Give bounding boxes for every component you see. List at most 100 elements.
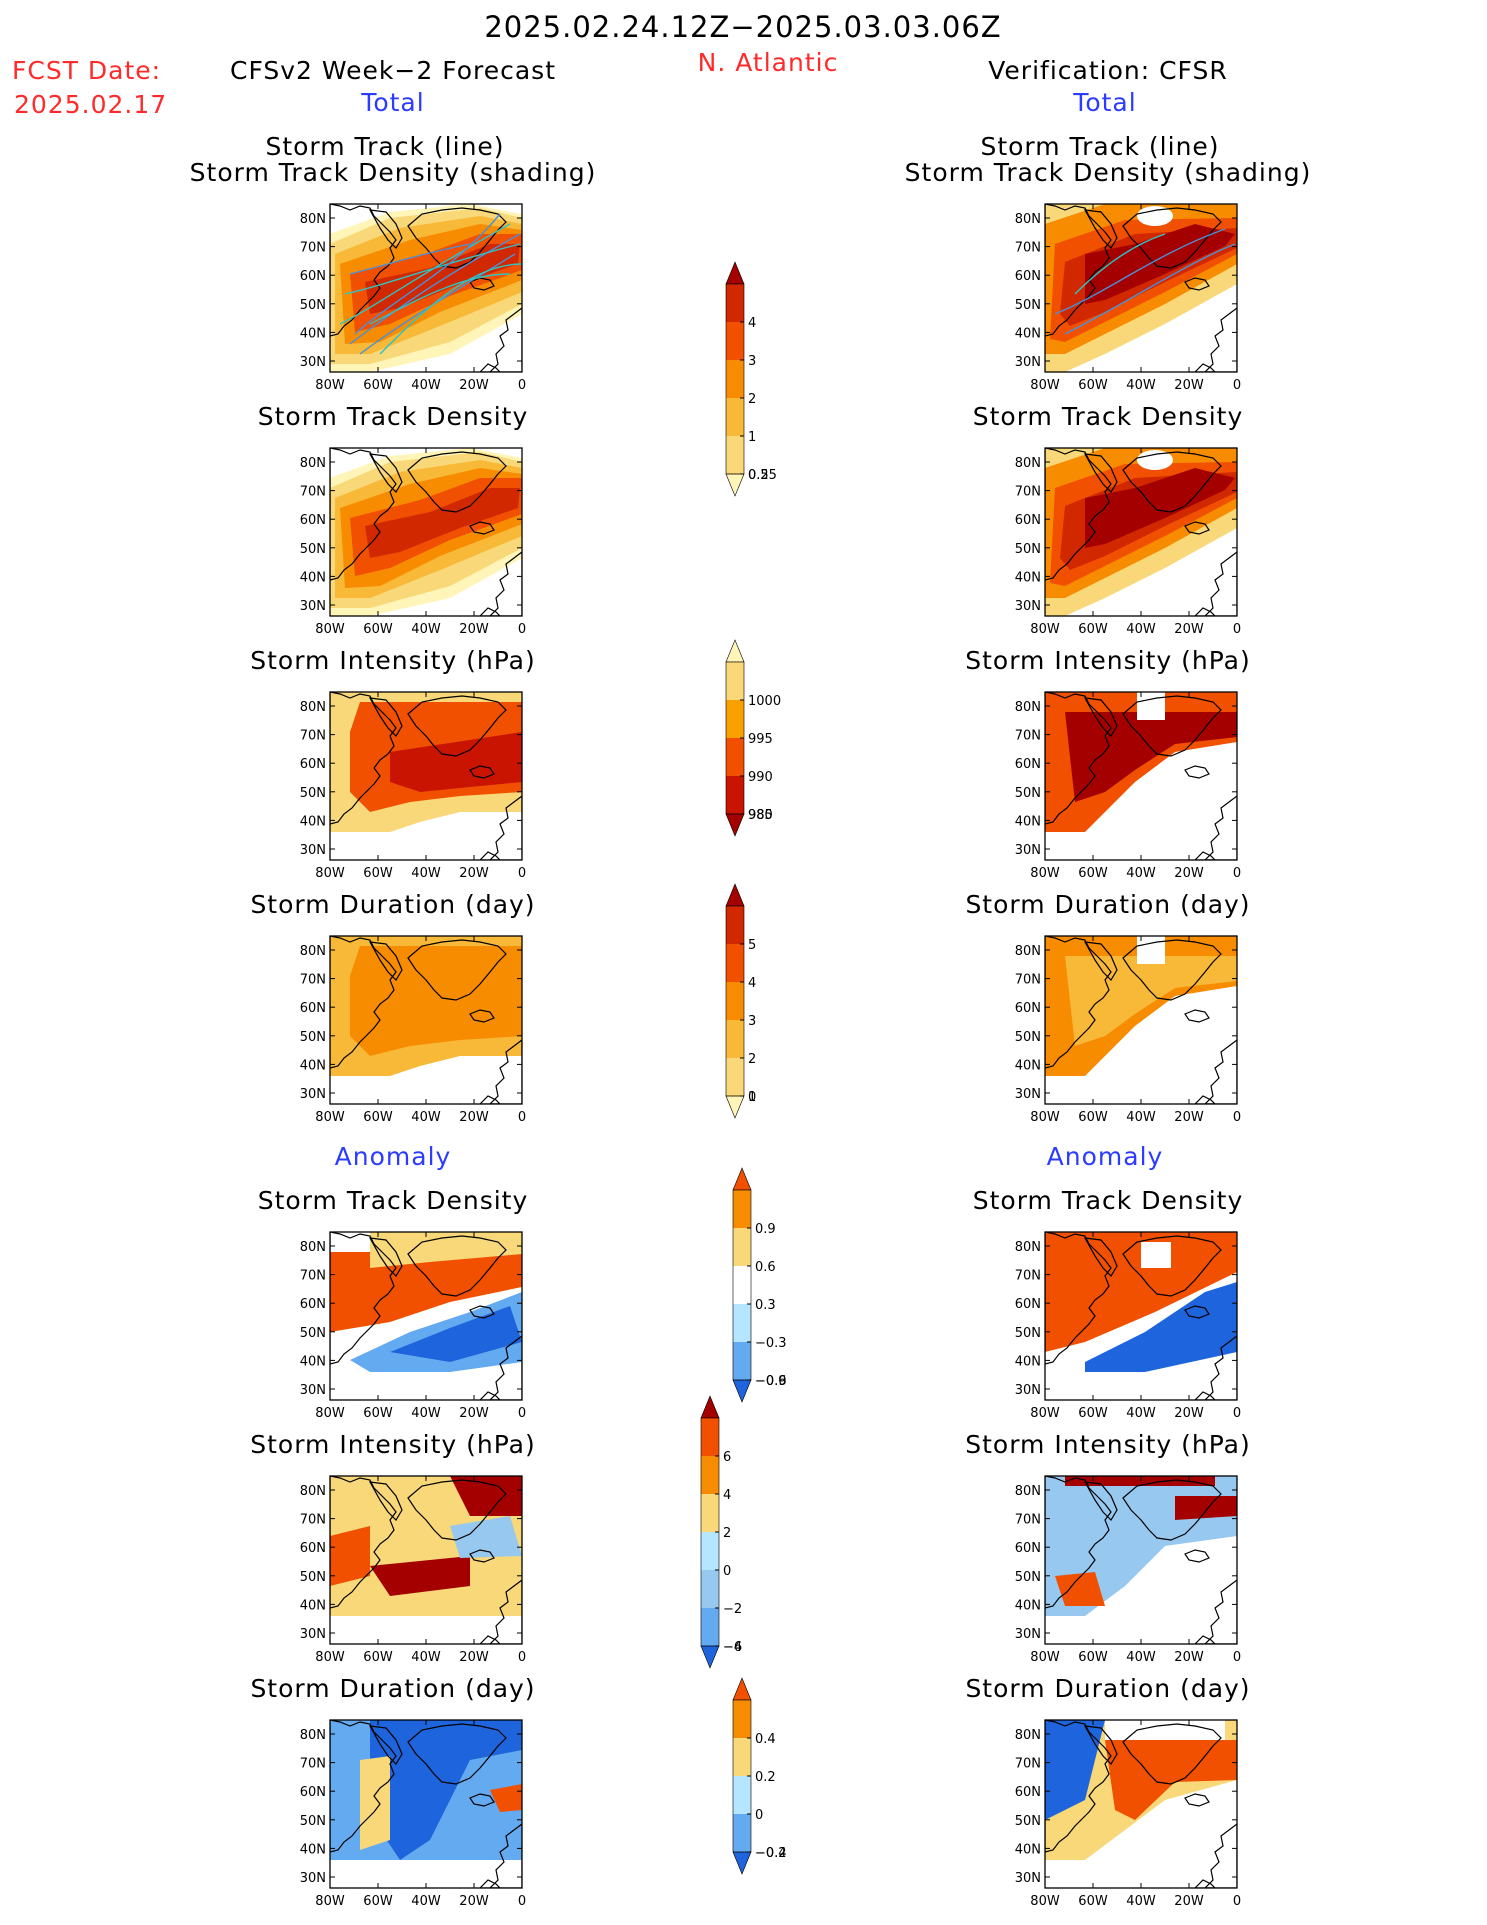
lat-tick-label: 80N xyxy=(1015,1484,1041,1499)
page-title: 2025.02.24.12Z−2025.03.03.06Z xyxy=(484,10,1002,44)
lat-tick-label: 30N xyxy=(1015,355,1041,370)
map-intensity-anomaly-verification: 80N 70N 60N 50N 40N 30N 80W 60W 40W 20W 0 xyxy=(1009,1472,1241,1674)
colorbar-tick-label: −0.2 xyxy=(755,1846,787,1861)
colorbar-tick-label: 0.6 xyxy=(755,1260,776,1275)
colorbar-tick-label: 0.4 xyxy=(755,1732,776,1747)
lat-tick-label: 60N xyxy=(1015,269,1041,284)
colorbar-tick-label: −4 xyxy=(723,1640,742,1655)
lat-tick-label: 40N xyxy=(300,1842,326,1857)
lat-tick-label: 40N xyxy=(1015,1842,1041,1857)
title-duration-left: Storm Duration (day) xyxy=(250,890,536,919)
map-duration-verification: 80N 70N 60N 50N 40N 30N 80W 60W 40W 20W 0 xyxy=(1009,932,1241,1134)
title-duration-right: Storm Duration (day) xyxy=(965,890,1251,919)
lat-tick-label: 40N xyxy=(1015,1354,1041,1369)
lon-tick-label: 0 xyxy=(1233,1110,1241,1125)
title-track-line-left-1: Storm Track (line) xyxy=(265,132,505,161)
lon-tick-label: 20W xyxy=(1174,622,1204,637)
colorbar-intensity-anomaly: 6 4 2 0 −2 −4 −6 xyxy=(695,1395,775,1684)
map-intensity-forecast: 80N 70N 60N 50N 40N 30N 80W 60W 40W 20W 0 xyxy=(294,688,526,890)
map-duration-anomaly-verification: 80N 70N 60N 50N 40N 30N 80W 60W 40W 20W 0 xyxy=(1009,1716,1241,1918)
lon-tick-label: 60W xyxy=(363,1110,393,1125)
lat-tick-label: 80N xyxy=(300,212,326,227)
lon-tick-label: 60W xyxy=(363,1650,393,1665)
lat-tick-label: 70N xyxy=(1015,1757,1041,1772)
map-track-lines-forecast: 80N 70N 60N 50N 40N 30N 80W 60W 40W 20W 0 xyxy=(294,200,526,402)
lon-tick-label: 40W xyxy=(1126,1110,1156,1125)
lat-tick-label: 40N xyxy=(1015,1598,1041,1613)
colorbar-tick-label: 2 xyxy=(748,1052,756,1067)
lon-tick-label: 60W xyxy=(1078,622,1108,637)
title-density-left: Storm Track Density xyxy=(257,402,529,431)
colorbar-tick-label: 985 xyxy=(748,808,773,823)
lon-tick-label: 20W xyxy=(459,1894,489,1909)
lat-tick-label: 30N xyxy=(1015,1627,1041,1642)
lon-tick-label: 80W xyxy=(1030,622,1060,637)
lon-tick-label: 80W xyxy=(1030,1406,1060,1421)
map-density-anomaly-verification: 80N 70N 60N 50N 40N 30N 80W 60W 40W 20W 0 xyxy=(1009,1228,1241,1430)
colorbar-tick-label: 1000 xyxy=(748,694,781,709)
lon-tick-label: 60W xyxy=(1078,866,1108,881)
lat-tick-label: 40N xyxy=(300,326,326,341)
lat-tick-label: 50N xyxy=(300,1814,326,1829)
lat-tick-label: 30N xyxy=(300,355,326,370)
lon-tick-label: 40W xyxy=(1126,1894,1156,1909)
colorbar-density-anomaly: 0.9 0.6 0.3 −0.3 −0.6 −0.9 xyxy=(727,1167,807,1418)
colorbar-tick-label: 4 xyxy=(748,316,756,331)
left-total-label: Total xyxy=(361,88,425,117)
colorbar-duration-anomaly: 0.4 0.2 0 −0.2 −0.4 xyxy=(727,1677,807,1890)
lon-tick-label: 0 xyxy=(1233,1406,1241,1421)
map-intensity-verification: 80N 70N 60N 50N 40N 30N 80W 60W 40W 20W 0 xyxy=(1009,688,1241,890)
colorbar-tick-label: 4 xyxy=(723,1488,731,1503)
p3L-svg: 80N 70N 60N 50N 40N 30N 80W 60W 40W 20W 0 xyxy=(300,935,526,1125)
map-intensity-anomaly-forecast: 80N 70N 60N 50N 40N 30N 80W 60W 40W 20W 0 xyxy=(294,1472,526,1674)
lon-tick-label: 60W xyxy=(1078,1894,1108,1909)
p1L-svg: 80N 70N 60N 50N 40N 30N 80W 60W 40W 20W 0 xyxy=(300,447,526,637)
lat-tick-label: 70N xyxy=(1015,485,1041,500)
lat-tick-label: 40N xyxy=(300,1598,326,1613)
lat-tick-label: 50N xyxy=(300,1326,326,1341)
lon-tick-label: 0 xyxy=(518,866,526,881)
colorbar-tick-label: −0.9 xyxy=(755,1374,787,1389)
lon-tick-label: 0 xyxy=(518,1650,526,1665)
colorbar-tick-label: 0.2 xyxy=(755,1770,776,1785)
title-duration-anom-left: Storm Duration (day) xyxy=(250,1674,536,1703)
lat-tick-label: 50N xyxy=(1015,542,1041,557)
lon-tick-label: 0 xyxy=(518,1110,526,1125)
lat-tick-label: 30N xyxy=(1015,599,1041,614)
lon-tick-label: 20W xyxy=(1174,1406,1204,1421)
colorbar-tick-label: 2 xyxy=(748,392,756,407)
colorbar-density: 4 3 2 1 0.5 0.25 xyxy=(720,261,800,512)
lon-tick-label: 20W xyxy=(1174,1110,1204,1125)
colorbar-tick-label: 0.9 xyxy=(755,1222,776,1237)
lon-tick-label: 40W xyxy=(1126,1650,1156,1665)
lat-tick-label: 80N xyxy=(300,944,326,959)
title-intensity-anom-left: Storm Intensity (hPa) xyxy=(250,1430,536,1459)
lat-tick-label: 30N xyxy=(300,843,326,858)
region-label: N. Atlantic xyxy=(697,48,839,77)
lon-tick-label: 40W xyxy=(411,866,441,881)
colorbar-tick-label: 0 xyxy=(748,1090,756,1105)
lat-tick-label: 40N xyxy=(300,1058,326,1073)
title-density-anom-right: Storm Track Density xyxy=(972,1186,1244,1215)
title-duration-anom-right: Storm Duration (day) xyxy=(965,1674,1251,1703)
lat-tick-label: 70N xyxy=(300,1757,326,1772)
lat-tick-label: 40N xyxy=(1015,326,1041,341)
lon-tick-label: 0 xyxy=(1233,1650,1241,1665)
lon-tick-label: 60W xyxy=(363,866,393,881)
lat-tick-label: 50N xyxy=(1015,1030,1041,1045)
lat-tick-label: 50N xyxy=(1015,1326,1041,1341)
lon-tick-label: 80W xyxy=(315,378,345,393)
lon-tick-label: 80W xyxy=(315,1110,345,1125)
colorbar-tick-label: 995 xyxy=(748,732,773,747)
lat-tick-label: 30N xyxy=(300,1871,326,1886)
colorbar-tick-label: 0 xyxy=(755,1808,763,1823)
lat-tick-label: 70N xyxy=(1015,1513,1041,1528)
lat-tick-label: 50N xyxy=(300,298,326,313)
p3R-svg: 80N 70N 60N 50N 40N 30N 80W 60W 40W 20W 0 xyxy=(1015,935,1241,1125)
cb-duration-anom-svg: 0.4 0.2 0 −0.2−0.4 xyxy=(732,1677,787,1875)
colorbar-tick-label: 3 xyxy=(748,354,756,369)
colorbar-tick-label: 4 xyxy=(748,976,756,991)
lat-tick-label: 80N xyxy=(1015,700,1041,715)
lon-tick-label: 80W xyxy=(1030,866,1060,881)
